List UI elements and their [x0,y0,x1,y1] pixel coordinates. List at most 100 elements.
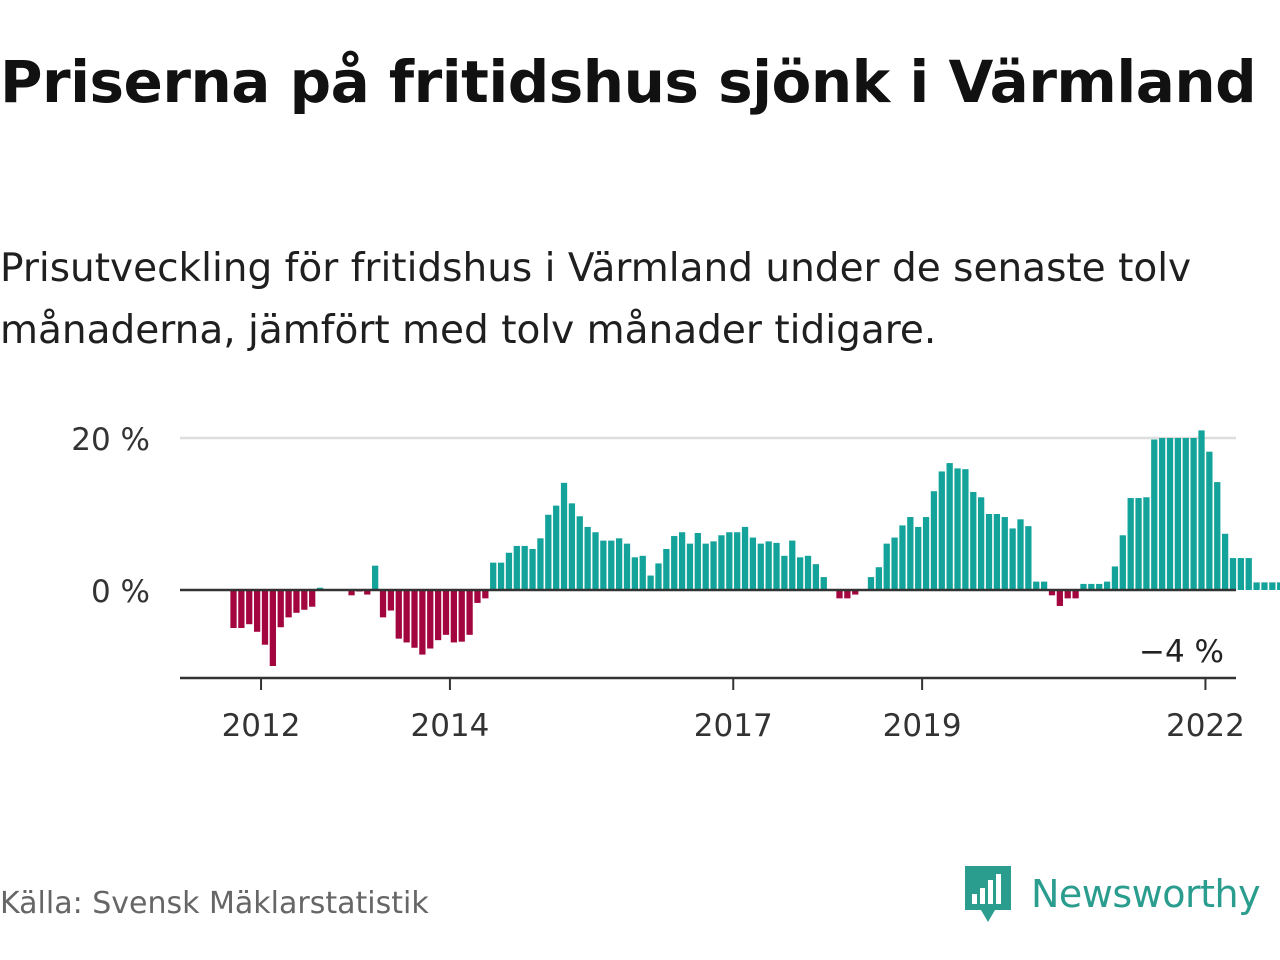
bar [867,577,875,590]
bar [600,540,607,590]
bar [261,590,269,645]
bar [820,577,827,590]
bar [490,562,497,590]
end-value-label: −4 % [1139,634,1224,670]
chart-subtitle: Prisutveckling för fritidshus i Värmland… [0,246,1192,353]
bar [655,563,662,590]
bar [553,505,560,590]
bar [1064,590,1071,599]
brand-logo[interactable]: Newsworthy [963,864,1261,924]
bar [1040,581,1048,590]
bar [907,517,914,590]
bar [1111,566,1119,590]
bar [364,590,371,595]
bar [954,468,961,590]
bar [962,469,969,590]
x-tick-label: 2017 [694,708,773,744]
bar [883,543,890,590]
bar [678,532,686,590]
bar [379,590,387,618]
x-tick-label: 2019 [883,708,962,744]
bar [521,545,528,590]
x-tick-label: 2014 [410,708,489,744]
y-tick-label: 0 % [91,574,150,610]
bar [1135,498,1142,590]
x-tick-label: 2022 [1166,708,1245,744]
bar [1198,430,1205,590]
bar [639,555,646,590]
bar [765,541,772,590]
bar [694,533,701,590]
bar [576,516,583,590]
bar [891,537,898,590]
bar [930,491,938,590]
bar [466,590,473,635]
bar [230,590,237,628]
bar [671,536,678,590]
bar [899,525,906,590]
newsworthy-icon [965,866,1011,922]
bar [293,590,300,613]
bar [592,532,599,590]
bar [434,590,442,641]
bar [285,590,292,618]
bar [702,543,709,590]
bar [505,552,513,590]
bar [545,514,552,590]
x-tick-label: 2012 [222,708,301,744]
bar [1277,582,1280,590]
bar [1237,558,1244,590]
bar [789,540,796,590]
bar [1245,558,1252,590]
bar [372,565,379,590]
bar [804,555,812,590]
bar [1119,535,1126,590]
bar [1214,482,1221,590]
bar [757,543,764,590]
bar [718,535,725,590]
bar [474,590,481,603]
bar [647,575,654,590]
bar [970,491,977,590]
bar [1103,581,1111,590]
bar [938,471,945,590]
bar [427,590,434,649]
bar [1221,533,1229,590]
bar [253,590,261,632]
bar [560,482,568,590]
y-tick-label: 20 % [71,422,150,458]
bar [844,590,851,599]
bar [1269,582,1276,590]
bar [442,590,450,635]
bar [686,543,694,590]
bar [797,557,804,590]
bar [1127,498,1134,590]
bar [1096,583,1103,590]
bar [1229,558,1237,590]
bar [497,562,505,590]
bar [395,590,402,639]
bar [584,526,591,590]
bar [1009,528,1016,590]
bar [1072,590,1079,599]
bar [1166,438,1174,590]
bar [781,555,788,590]
bar [978,497,985,590]
bar [1151,439,1158,590]
bar [1174,438,1182,590]
bar [1088,583,1095,590]
bar [1025,526,1032,590]
bar [836,590,843,599]
bar [1159,438,1166,590]
bar [458,590,465,642]
bar [852,590,859,595]
bar [513,545,520,590]
bar [403,590,410,643]
bar [1182,438,1189,590]
bar [238,590,245,628]
bar [348,590,355,596]
bar [246,590,253,625]
bar [812,564,820,590]
bar [419,590,426,655]
bar [1080,583,1087,590]
